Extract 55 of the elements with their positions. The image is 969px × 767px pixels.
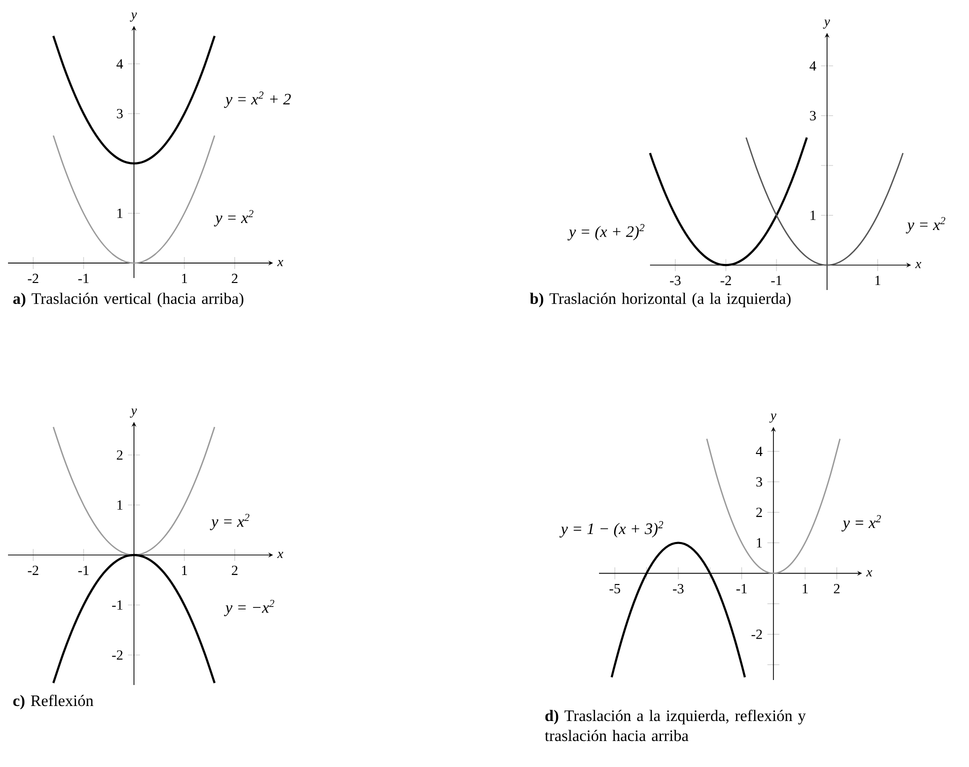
y-tick-label: 2	[116, 450, 122, 460]
x-axis-title: x	[866, 570, 872, 576]
y-axis-title: y	[823, 20, 830, 29]
x-tick-label: 1	[182, 566, 187, 575]
line-series	[745, 136, 904, 266]
series-label: y = −x$^{2}$	[224, 600, 274, 616]
y-tick-label: 3	[810, 110, 816, 120]
x-tick-label: -5	[610, 584, 620, 594]
x-tick-label: -1	[78, 566, 89, 575]
y-tick-label: -1	[112, 600, 122, 610]
y-axis-title: y	[769, 414, 776, 423]
y-tick-label: 2	[756, 508, 762, 517]
x-axis-title: x	[277, 552, 284, 558]
x-tick-label: -1	[78, 274, 89, 284]
x-tick-label: -2	[720, 276, 731, 286]
x-axis-title: x	[277, 260, 284, 266]
line-series	[52, 134, 216, 264]
x-tick-label: -3	[672, 584, 684, 594]
x-tick-label: -2	[28, 274, 38, 284]
x-tick-label: 1	[182, 274, 187, 284]
y-tick-label: 1	[117, 500, 122, 510]
x-tick-label: 2	[834, 584, 840, 594]
y-tick-label: -2	[752, 630, 762, 639]
series-label: y = 1 − (x + 3)$^{2}$	[559, 521, 664, 538]
x-tick-label: -1	[771, 276, 782, 286]
text: c) Reflexión	[13, 694, 94, 710]
y-tick-label: 3	[756, 477, 762, 487]
text: a) Traslación vertical (hacia arriba)	[13, 292, 244, 308]
series-label: y = x$^{2}$	[906, 217, 946, 234]
y-axis-title: y	[130, 408, 137, 418]
x-tick-label: 1	[875, 276, 880, 286]
series-label: y = x$^{2}$	[210, 514, 250, 530]
text: b) Traslación horizontal (a la izquierda)	[530, 292, 791, 308]
x-tick-label: 2	[232, 566, 238, 575]
series-label: y = x$^{2}$	[841, 515, 881, 532]
x-tick-label: 1	[802, 584, 808, 594]
y-tick-label: 1	[117, 208, 122, 218]
x-tick-label: 2	[232, 274, 238, 284]
line-series	[706, 438, 841, 574]
x-axis-title: x	[915, 262, 922, 268]
y-tick-label: 4	[810, 61, 816, 70]
y-axis-title: y	[130, 12, 137, 22]
series-label: y = x$^{2}$ + 2	[224, 92, 291, 108]
y-tick-label: 3	[116, 108, 123, 118]
y-tick-label: 4	[756, 446, 762, 456]
x-tick-label: -2	[28, 566, 38, 575]
series-label: y = x$^{2}$	[214, 210, 254, 226]
y-tick-label: 4	[116, 59, 124, 68]
x-tick-label: -3	[670, 276, 681, 286]
x-tick-label: -1	[736, 584, 747, 594]
y-tick-label: -2	[112, 650, 122, 660]
series-label: y = (x + 2)$^{2}$	[568, 224, 644, 240]
text: d) Traslación a la izquierda, reflexión y traslación hacia arriba	[544, 710, 806, 742]
y-tick-label: 1	[756, 538, 762, 548]
y-tick-label: 1	[810, 210, 816, 220]
